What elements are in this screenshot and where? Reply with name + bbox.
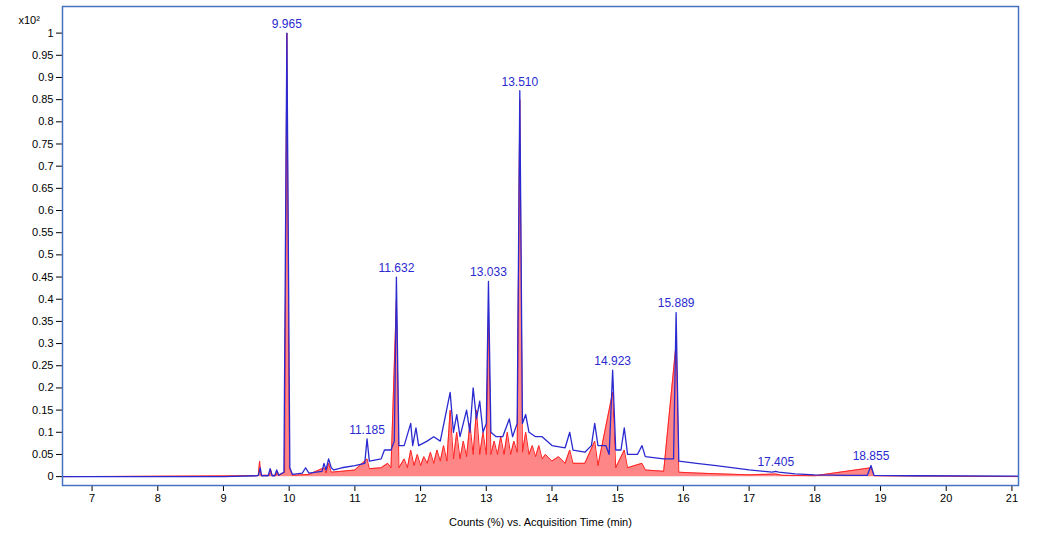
svg-text:0.3: 0.3 [38,337,53,349]
svg-text:14.923: 14.923 [594,354,631,368]
svg-text:0.05: 0.05 [32,448,53,460]
svg-text:18: 18 [809,492,821,504]
svg-text:0.25: 0.25 [32,359,53,371]
svg-text:0.2: 0.2 [38,381,53,393]
svg-text:11.632: 11.632 [379,261,415,275]
svg-text:0.65: 0.65 [32,182,53,194]
svg-text:0.6: 0.6 [38,204,53,216]
svg-text:10: 10 [283,492,295,504]
svg-text:12: 12 [414,492,426,504]
svg-text:11.185: 11.185 [349,423,385,437]
svg-text:15: 15 [612,492,624,504]
svg-text:18.855: 18.855 [853,449,890,463]
svg-text:0.45: 0.45 [32,271,53,283]
svg-text:20: 20 [940,492,952,504]
svg-text:0.95: 0.95 [32,49,53,61]
svg-text:0.35: 0.35 [32,315,53,327]
svg-text:13.510: 13.510 [501,75,538,89]
svg-text:13: 13 [480,492,492,504]
svg-text:0.1: 0.1 [38,426,53,438]
svg-text:0: 0 [47,470,53,482]
svg-text:0.8: 0.8 [38,115,53,127]
svg-text:x10²: x10² [19,14,41,26]
svg-text:9.965: 9.965 [272,17,302,31]
svg-text:Counts (%) vs. Acquisition Tim: Counts (%) vs. Acquisition Time (min) [449,516,632,528]
svg-text:16: 16 [677,492,689,504]
svg-text:0.5: 0.5 [38,248,53,260]
svg-text:0.7: 0.7 [38,160,53,172]
svg-text:1: 1 [47,27,53,39]
svg-text:0.4: 0.4 [38,293,53,305]
svg-text:9: 9 [220,492,226,504]
svg-text:0.85: 0.85 [32,93,53,105]
svg-text:0.15: 0.15 [32,404,53,416]
svg-text:8: 8 [155,492,161,504]
svg-text:15.889: 15.889 [658,296,695,310]
svg-text:17: 17 [743,492,755,504]
svg-text:21: 21 [1006,492,1018,504]
svg-text:17.405: 17.405 [757,455,794,469]
svg-text:0.9: 0.9 [38,71,53,83]
svg-text:7: 7 [89,492,95,504]
svg-text:0.55: 0.55 [32,226,53,238]
svg-text:19: 19 [874,492,886,504]
svg-text:0.75: 0.75 [32,138,53,150]
svg-text:11: 11 [349,492,360,504]
svg-text:14: 14 [546,492,558,504]
svg-text:13.033: 13.033 [470,265,507,279]
